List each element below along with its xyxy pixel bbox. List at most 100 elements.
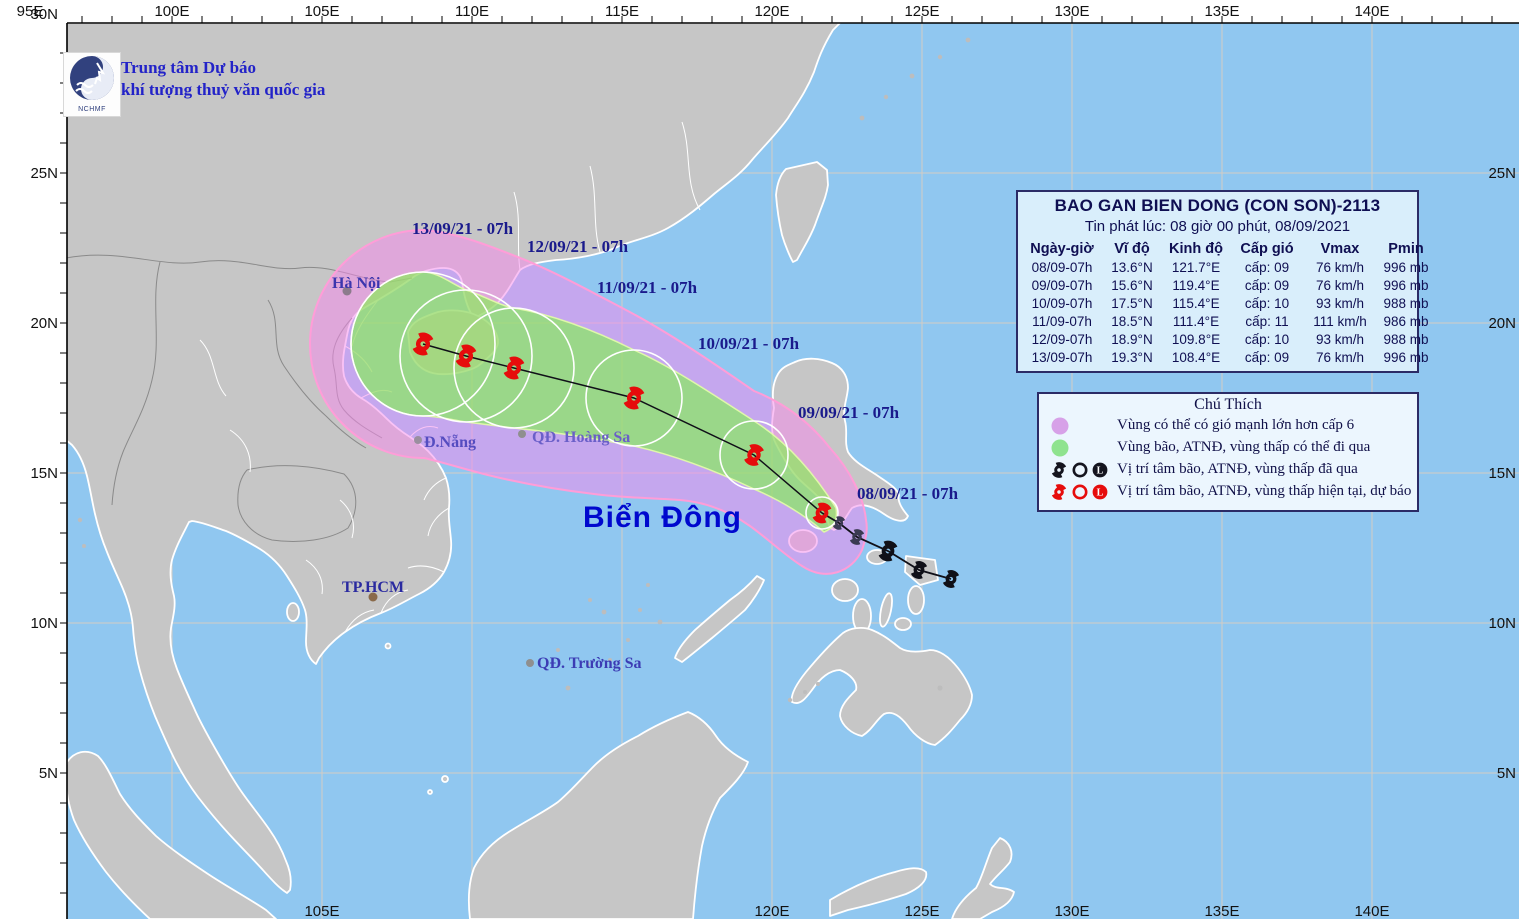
low-circle-icon [1092, 462, 1108, 477]
legend-item-label: Vị trí tâm bão, ATNĐ, vùng thấp hiện tại… [1117, 483, 1412, 499]
cell: cấp: 10 [1244, 296, 1290, 311]
axis-label: 100E [154, 3, 189, 20]
col-pmin: Pmin [1388, 241, 1424, 257]
cell: 76 km/h [1315, 278, 1365, 293]
danang-dot [414, 436, 422, 444]
issue-time: Tin phát lúc: 08 giờ 00 phút, 08/09/2021 [1084, 218, 1351, 235]
cell: 09/09-07h [1031, 278, 1093, 293]
axis-label: 10N [30, 615, 58, 632]
axis-label: 5N [39, 765, 58, 782]
cell: cấp: 10 [1244, 332, 1290, 347]
island-specks [77, 37, 971, 703]
cell: 115.4°E [1172, 296, 1220, 311]
forecast-track-line [422, 343, 823, 514]
col-lat: Vĩ độ [1114, 241, 1150, 257]
axis-label: 105E [304, 3, 339, 20]
axis-label: 115E [605, 3, 639, 20]
axis-label: 15N [1488, 465, 1516, 482]
cell: 11/09-07h [1032, 314, 1092, 329]
legend-title: Chú Thích [1194, 396, 1262, 413]
axis-label: 120E [754, 903, 789, 919]
cell: 109.8°E [1171, 332, 1221, 347]
hanoi-dot [342, 286, 352, 296]
truongsa-label: QĐ. Trường Sa [537, 655, 642, 672]
axis-label: 135E [1204, 3, 1239, 20]
axis-label: 110E [455, 3, 489, 20]
right-axis-labels: 25N 20N 15N 10N 5N [1488, 165, 1516, 782]
cell: 996 mb [1383, 260, 1429, 275]
sumatra-island [65, 750, 277, 919]
cell: 986 mb [1383, 314, 1429, 329]
nchmf-emblem-icon [70, 56, 114, 100]
table-row: 12/09-07h 18.9°N 109.8°E cấp: 10 93 km/h 988 … [1020, 332, 1429, 347]
legend-item: Vùng bão, ATNĐ, vùng thấp có thể đi qua [1039, 437, 1417, 458]
axis-label: 25N [30, 165, 58, 182]
cell: cấp: 09 [1244, 278, 1290, 293]
mindanao-island [790, 626, 973, 746]
axis-label: 25N [1488, 165, 1516, 182]
cell: 93 km/h [1315, 332, 1365, 347]
cell: 119.4°E [1172, 278, 1220, 293]
date-label: 08/09/21 - 07h [857, 484, 959, 503]
cell: 988 mb [1383, 296, 1429, 311]
legend-item: L Vị trí tâm bão, ATNĐ, vùng thấp hiện t… [1039, 481, 1417, 502]
small-island [427, 789, 433, 795]
axis-label: 140E [1354, 903, 1389, 919]
axis-label: 10N [1488, 615, 1516, 632]
legend-item-label: Vị trí tâm bão, ATNĐ, vùng thấp đã qua [1117, 461, 1358, 477]
axis-ticks [60, 16, 1493, 894]
cell: 108.4°E [1171, 350, 1221, 365]
bohol-island [894, 617, 912, 631]
table-header: Ngày-giờ Vĩ độ Kinh độ Cấp gió Vmax Pmin [1020, 241, 1423, 257]
date-label: 09/09/21 - 07h [798, 403, 900, 422]
nchmf-logo: NCHMF [63, 52, 121, 117]
taiwan-island [775, 161, 829, 263]
axis-label: 125E [904, 903, 939, 919]
left-axis-labels: 30N 25N 20N 15N 10N 5N [30, 6, 58, 782]
cell: 996 mb [1383, 350, 1429, 365]
landmasses [65, 22, 1015, 919]
tphcm-label: TP.HCM [342, 579, 404, 596]
axis-label: 5N [1497, 765, 1516, 782]
col-lon: Kinh độ [1169, 241, 1223, 257]
depression-ring-icon [1072, 484, 1088, 499]
cell: 111.4°E [1172, 314, 1220, 329]
left-margin [0, 0, 67, 919]
cell: cấp: 09 [1244, 260, 1290, 275]
date-label: 12/09/21 - 07h [527, 237, 629, 256]
nchmf-logo-text: NCHMF [78, 106, 106, 113]
pass-zone-icon [1051, 439, 1069, 456]
date-label: 13/09/21 - 07h [412, 219, 514, 238]
col-date: Ngày-giờ [1030, 241, 1094, 257]
sea-name-label: Biển Đông [583, 501, 742, 534]
cell: 12/09-07h [1031, 332, 1093, 347]
bottom-axis-labels: 105E 120E 125E 130E 135E 140E [304, 903, 1389, 919]
cell: 19.3°N [1111, 350, 1153, 365]
cell: cấp: 11 [1245, 314, 1289, 329]
legend-item: L Vị trí tâm bão, ATNĐ, vùng thấp đã qua [1039, 459, 1417, 480]
axis-label: 140E [1354, 3, 1389, 20]
forecast-info-table: BAO GAN BIEN DONG (CON SON)-2113 Tin phá… [1016, 190, 1429, 373]
city-labels: Hà Nội Đ.Nẵng QĐ. Hoàng Sa TP.HCM QĐ. Tr… [332, 275, 642, 672]
axis-label: 135E [1204, 903, 1239, 919]
low-circle-icon [1092, 484, 1108, 499]
cell: 93 km/h [1315, 296, 1365, 311]
col-vmax: Vmax [1320, 241, 1360, 257]
palawan-island [674, 575, 765, 663]
axis-label: 95E [17, 3, 44, 20]
danger-zone-icon [1051, 417, 1069, 434]
tphcm-dot [368, 592, 378, 602]
hoangsa-dot [518, 430, 526, 438]
cell: cấp: 09 [1244, 350, 1290, 365]
cell: 10/09-07h [1031, 296, 1093, 311]
low-L-glyph: L [1097, 465, 1104, 476]
axis-label: 130E [1054, 903, 1089, 919]
agency-title: Trung tâm Dự báo khí tượng thuỷ văn quốc… [121, 57, 325, 101]
legend-item-label: Vùng có thể có gió mạnh lớn hơn cấp 6 [1117, 417, 1355, 433]
cell: 121.7°E [1171, 260, 1221, 275]
cell: 111 km/h [1313, 314, 1367, 329]
con-son-island [384, 642, 392, 650]
depression-ring-icon [1072, 462, 1088, 477]
cell: 18.9°N [1111, 332, 1153, 347]
date-label: 10/09/21 - 07h [698, 334, 800, 353]
